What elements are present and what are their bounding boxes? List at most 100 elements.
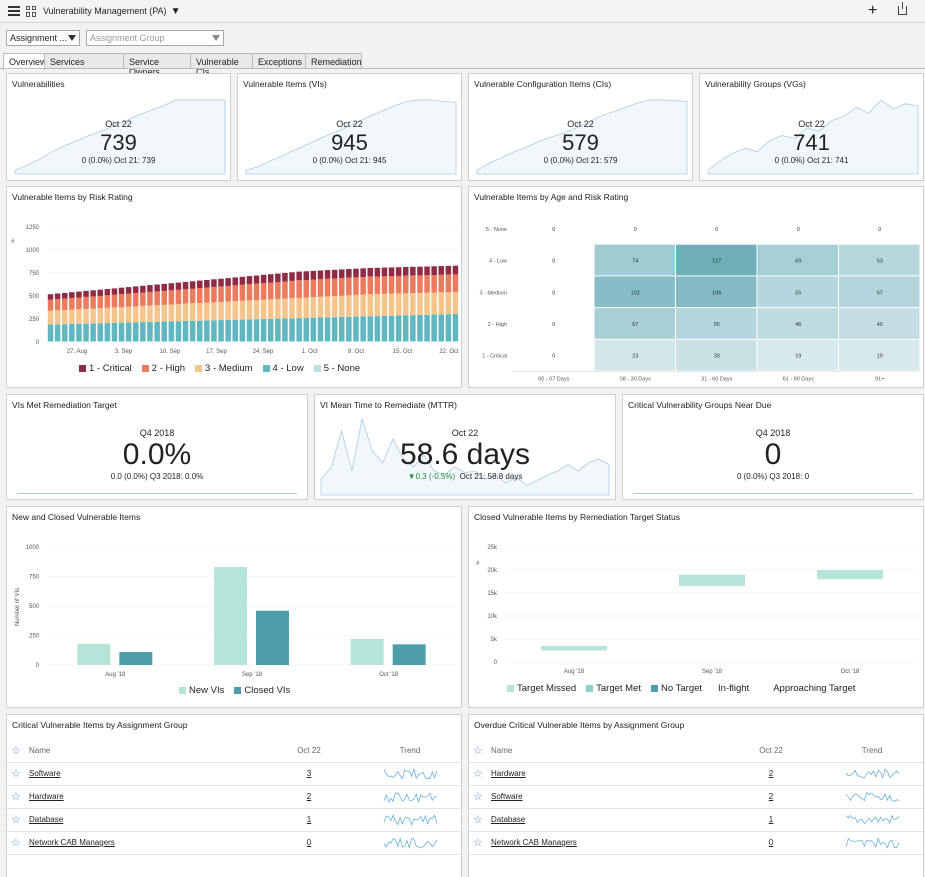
star-icon[interactable]: ☆: [473, 745, 483, 758]
star-icon[interactable]: ☆: [473, 791, 483, 803]
stacked-bar-segment: [111, 341, 118, 342]
stacked-bar-segment: [324, 317, 331, 341]
menu-icon[interactable]: [8, 6, 20, 16]
count-link[interactable]: 2: [306, 792, 312, 801]
row-label: 4 - Low: [489, 259, 507, 265]
count-link[interactable]: 0: [768, 838, 774, 847]
table-row[interactable]: ☆ Database 1: [7, 808, 461, 832]
table-row[interactable]: ☆ Network CAB Managers 0: [7, 831, 461, 855]
kpi-vulnerabilities[interactable]: Vulnerabilities Oct 22 739 0 (0.0%) Oct …: [6, 73, 231, 181]
dashboard-grid-icon[interactable]: [26, 5, 37, 17]
count-link[interactable]: 3: [306, 769, 312, 778]
kpi-met-remediation-target[interactable]: VIs Met Remediation Target Q4 2018 0.0% …: [6, 394, 308, 500]
table-row[interactable]: ☆ Hardware 2: [7, 785, 461, 809]
group-link[interactable]: Network CAB Managers: [29, 838, 115, 847]
count-link[interactable]: 0: [306, 838, 312, 847]
plus-icon[interactable]: +: [868, 2, 878, 19]
kpi-vulnerable-items[interactable]: Vulnerable Items (VIs) Oct 22 945 0 (0.0…: [237, 73, 462, 181]
col-name[interactable]: Name: [29, 740, 259, 763]
count-link[interactable]: 1: [306, 815, 312, 824]
stacked-bar-segment: [282, 318, 288, 341]
kpi-date: Q4 2018: [755, 428, 791, 438]
legend-new-vis[interactable]: New VIs: [179, 685, 224, 696]
star-icon[interactable]: ☆: [11, 768, 21, 780]
star-icon[interactable]: ☆: [473, 837, 483, 849]
stacked-bar-segment: [154, 305, 160, 322]
cell-value: 55: [714, 322, 720, 328]
stacked-bar-segment: [253, 319, 260, 342]
tab-services[interactable]: Services: [44, 53, 124, 69]
col-count[interactable]: Oct 22: [259, 740, 359, 763]
kpi-critical-vgs-near-due[interactable]: Critical Vulnerability Groups Near Due Q…: [622, 394, 924, 500]
star-icon[interactable]: ☆: [473, 768, 483, 780]
legend-closed-vis[interactable]: Closed VIs: [234, 685, 290, 696]
stacked-bar-segment: [374, 267, 381, 277]
legend-none[interactable]: 5 - None: [313, 363, 360, 374]
tab-remediation[interactable]: Remediation: [305, 53, 362, 69]
caret-down-icon[interactable]: ▼: [170, 5, 181, 17]
table-row[interactable]: ☆ Database 1: [469, 808, 923, 832]
kpi-vulnerable-cis[interactable]: Vulnerable Configuration Items (CIs) Oct…: [468, 73, 693, 181]
legend-label: 4 - Low: [272, 363, 304, 374]
stacked-bar-segment: [431, 275, 437, 293]
cell-value: 19: [877, 354, 883, 360]
column-label: 08 - 30 Days: [620, 377, 651, 383]
legend-medium[interactable]: 3 - Medium: [195, 363, 253, 374]
count-link[interactable]: 2: [768, 769, 774, 778]
col-count[interactable]: Oct 22: [721, 740, 821, 763]
group-link[interactable]: Hardware: [491, 769, 526, 778]
legend-no-target[interactable]: No Target: [651, 683, 702, 694]
kpi-trend-sparkline: [245, 99, 457, 175]
star-icon[interactable]: ☆: [11, 837, 21, 849]
stacked-bar-segment: [289, 341, 295, 342]
tab-exceptions[interactable]: Exceptions: [252, 53, 306, 69]
stacked-bar-segment: [90, 296, 96, 309]
col-name[interactable]: Name: [491, 740, 721, 763]
group-link[interactable]: Software: [491, 792, 523, 801]
stacked-bar-segment: [445, 292, 452, 315]
stacked-bar-segment: [168, 304, 175, 322]
star-icon[interactable]: ☆: [473, 814, 483, 826]
count-link[interactable]: 2: [768, 792, 774, 801]
stacked-bar-segment: [225, 285, 231, 302]
count-link[interactable]: 1: [768, 815, 774, 824]
tab-service-owners[interactable]: Service Owners: [123, 53, 191, 77]
legend-low[interactable]: 4 - Low: [262, 363, 304, 374]
table-row[interactable]: ☆ Network CAB Managers 0: [469, 831, 923, 855]
y-tick-label: 25k: [487, 545, 498, 551]
stacked-bar-segment: [154, 341, 160, 342]
kpi-vulnerability-groups[interactable]: Vulnerability Groups (VGs) Oct 22 741 0 …: [699, 73, 924, 181]
legend-target-met[interactable]: Target Met: [586, 683, 641, 694]
stacked-bar-segment: [424, 266, 430, 276]
kpi-mttr[interactable]: VI Mean Time to Remediate (MTTR) Oct 22 …: [314, 394, 616, 500]
legend-critical[interactable]: 1 - Critical: [79, 363, 132, 374]
stacked-bar-segment: [62, 324, 68, 342]
assignment-group-select[interactable]: Assignment Group: [86, 30, 224, 46]
group-link[interactable]: Database: [29, 815, 64, 824]
group-link[interactable]: Database: [491, 815, 526, 824]
legend-in-flight[interactable]: In-flight: [718, 683, 749, 694]
stacked-bar-segment: [360, 316, 366, 342]
group-link[interactable]: Hardware: [29, 792, 64, 801]
legend-label: Approaching Target: [773, 683, 856, 694]
legend-high[interactable]: 2 - High: [141, 363, 185, 374]
assignment-filter-select[interactable]: Assignment ...: [6, 30, 80, 46]
stacked-bar-segment: [282, 272, 288, 282]
tab-vulnerable-cis[interactable]: Vulnerable CIs: [190, 53, 253, 77]
stacked-bar-segment: [260, 299, 267, 319]
group-link[interactable]: Software: [29, 769, 61, 778]
legend-approaching-target[interactable]: Approaching Target: [773, 683, 855, 694]
legend-target-missed[interactable]: Target Missed: [507, 683, 576, 694]
group-link[interactable]: Network CAB Managers: [491, 838, 577, 847]
star-icon[interactable]: ☆: [11, 814, 21, 826]
stacked-bar-segment: [211, 320, 217, 342]
star-icon[interactable]: ☆: [11, 791, 21, 803]
dashboard-title[interactable]: Vulnerability Management (PA): [43, 6, 167, 16]
table-row[interactable]: ☆ Software 3: [7, 762, 461, 786]
share-icon[interactable]: [898, 2, 907, 15]
table-row[interactable]: ☆ Software 2: [469, 785, 923, 809]
table-row[interactable]: ☆ Hardware 2: [469, 762, 923, 786]
stacked-bar-segment: [211, 287, 217, 303]
cell-value: 0: [797, 227, 800, 233]
star-icon[interactable]: ☆: [11, 745, 21, 758]
